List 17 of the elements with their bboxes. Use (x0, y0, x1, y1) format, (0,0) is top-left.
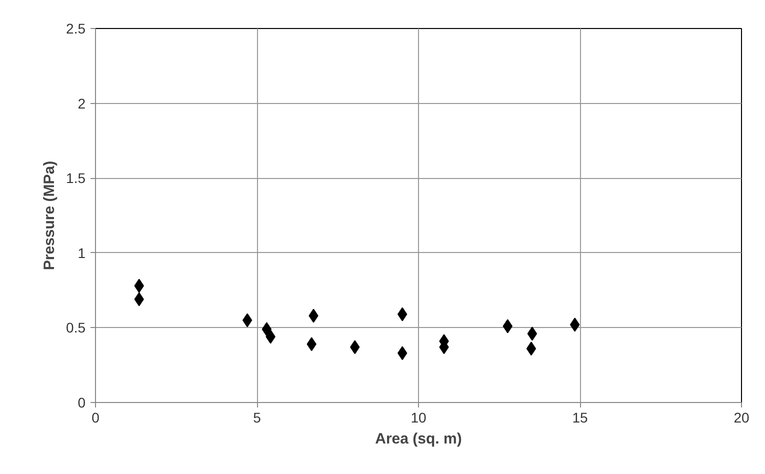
x-tick-label: 15 (572, 410, 588, 426)
point (262, 322, 272, 336)
y-axis-title: Pressure (MPa) (41, 160, 58, 270)
y-tick-label: 1.5 (66, 170, 86, 186)
y-tick-label: 0 (78, 394, 86, 410)
y-tick-label: 1 (78, 244, 86, 261)
y-tick-label: 2 (78, 95, 86, 112)
x-tick-label: 20 (734, 410, 750, 426)
point (527, 326, 538, 341)
y-tick-label: 2.5 (66, 20, 86, 36)
point (526, 342, 536, 356)
x-axis-title: Area (sq. m) (375, 430, 462, 448)
x-tick-label: 0 (92, 410, 100, 426)
x-tick-label: 10 (410, 410, 426, 426)
y-tick-label: 0.5 (66, 320, 86, 336)
x-tick-label: 5 (253, 410, 262, 426)
point (242, 313, 252, 328)
